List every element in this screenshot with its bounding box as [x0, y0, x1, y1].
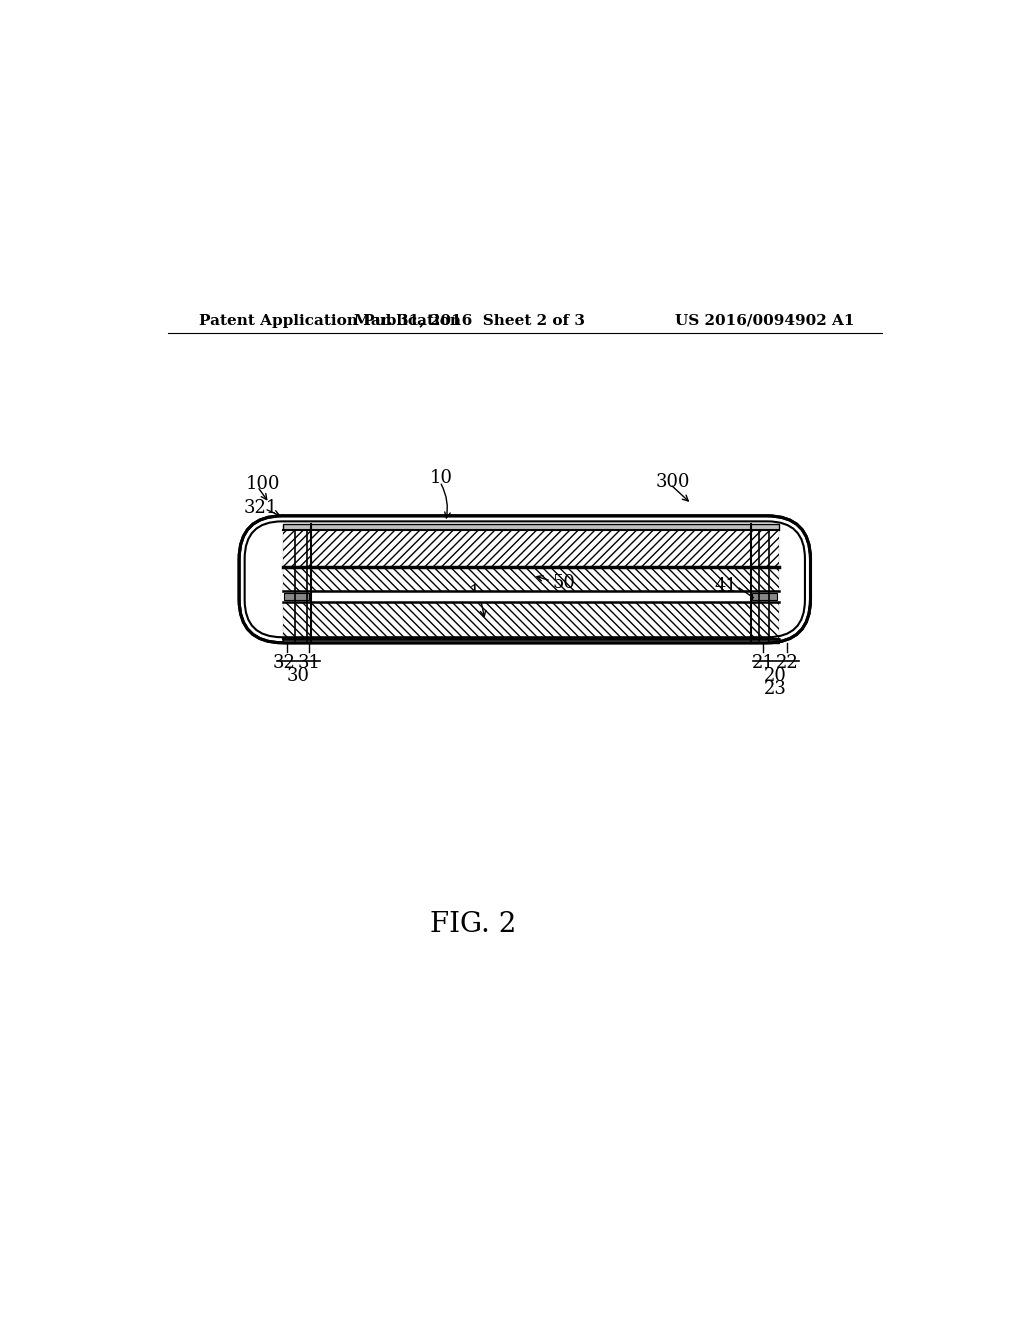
Text: 1: 1 [469, 583, 480, 602]
Text: 41: 41 [715, 577, 737, 595]
Text: 31: 31 [297, 653, 321, 672]
Text: 32: 32 [273, 653, 296, 672]
Text: 321: 321 [244, 499, 279, 517]
Bar [283, 639, 778, 643]
Bar [283, 591, 778, 602]
Bar [283, 568, 778, 591]
Text: 30: 30 [287, 667, 310, 685]
Text: 22: 22 [775, 653, 798, 672]
Bar [283, 603, 778, 639]
Bar [283, 531, 778, 568]
Bar [283, 603, 778, 639]
Text: 50: 50 [553, 574, 575, 593]
Text: 20: 20 [764, 667, 787, 685]
Bar [283, 568, 778, 591]
Text: 300: 300 [655, 473, 690, 491]
Text: Mar. 31, 2016  Sheet 2 of 3: Mar. 31, 2016 Sheet 2 of 3 [353, 314, 585, 327]
Bar [283, 524, 778, 531]
Text: Patent Application Publication: Patent Application Publication [200, 314, 462, 327]
Text: FIG. 2: FIG. 2 [430, 911, 516, 939]
Bar [752, 593, 777, 599]
Text: 10: 10 [430, 469, 453, 487]
Bar [283, 531, 778, 568]
Text: US 2016/0094902 A1: US 2016/0094902 A1 [675, 314, 854, 327]
FancyBboxPatch shape [240, 516, 811, 643]
Text: 21: 21 [752, 653, 774, 672]
Text: 100: 100 [246, 475, 280, 494]
Bar [284, 593, 309, 599]
Text: 23: 23 [764, 680, 787, 698]
